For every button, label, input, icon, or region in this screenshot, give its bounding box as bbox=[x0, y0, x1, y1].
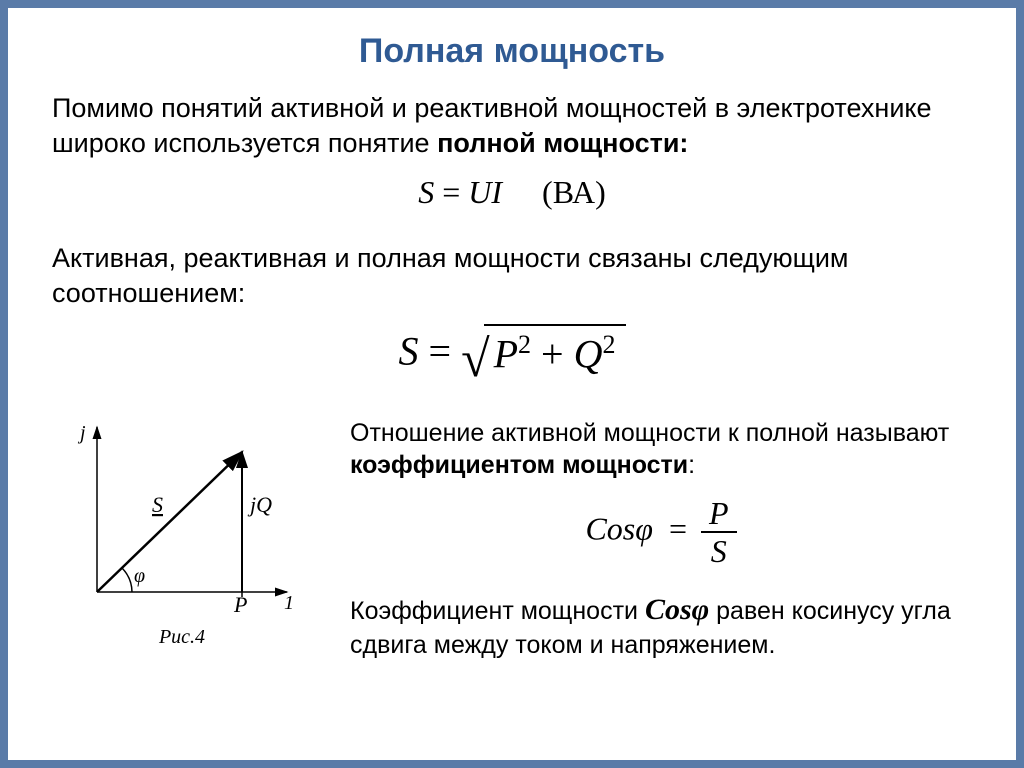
jq-label: jQ bbox=[247, 492, 272, 517]
p-label: P bbox=[233, 592, 247, 617]
f3-eq: = bbox=[669, 510, 687, 546]
lower-row: j 1 S jQ P φ Рис.4 Отношение активной мо… bbox=[52, 417, 972, 671]
phi-text: φ bbox=[635, 510, 653, 546]
sqrt-symbol: √P2 + Q2 bbox=[461, 324, 625, 386]
intro-paragraph: Помимо понятий активной и реактивной мощ… bbox=[52, 91, 972, 160]
final-prefix: Коэффициент мощности bbox=[350, 597, 645, 625]
relation-paragraph: Активная, реактивная и полная мощности с… bbox=[52, 241, 972, 310]
cos-text: Cos bbox=[585, 510, 635, 546]
intro-bold: полной мощности: bbox=[437, 128, 688, 158]
f1-rhs: UI bbox=[468, 174, 502, 210]
formula-s-ui: S = UI (ВА) bbox=[52, 174, 972, 211]
power-triangle-diagram: j 1 S jQ P φ Рис.4 bbox=[52, 417, 312, 649]
fraction: P S bbox=[701, 497, 737, 567]
final-phi: φ bbox=[692, 593, 710, 626]
ratio-suffix: : bbox=[688, 451, 695, 479]
f2-eq: = bbox=[429, 329, 452, 374]
axis-1-label: 1 bbox=[284, 592, 294, 614]
formula-cosphi: Cosφ = P S bbox=[350, 497, 972, 567]
final-cos: Cos bbox=[645, 593, 692, 626]
f1-eq: = bbox=[442, 174, 460, 210]
f1-unit: (ВА) bbox=[542, 174, 606, 210]
frac-den: S bbox=[701, 533, 737, 567]
radicand: P2 + Q2 bbox=[484, 324, 626, 377]
rad-q-sup: 2 bbox=[603, 330, 616, 359]
axis-j-label: j bbox=[77, 422, 86, 444]
slide-frame: Полная мощность Помимо понятий активной … bbox=[0, 0, 1024, 768]
rad-p-sup: 2 bbox=[518, 330, 531, 359]
diagram-caption: Рис.4 bbox=[52, 626, 312, 649]
formula-s-sqrt: S = √P2 + Q2 bbox=[52, 324, 972, 386]
right-column: Отношение активной мощности к полной наз… bbox=[350, 417, 972, 671]
final-paragraph: Коэффициент мощности Cosφ равен косинусу… bbox=[350, 591, 972, 661]
rad-p: P bbox=[494, 332, 518, 377]
triangle-svg: j 1 S jQ P φ bbox=[62, 417, 302, 617]
rad-q: Q bbox=[574, 332, 603, 377]
f1-lhs: S bbox=[418, 174, 434, 210]
final-cosphi: Cosφ bbox=[645, 593, 709, 626]
ratio-prefix: Отношение активной мощности к полной наз… bbox=[350, 419, 949, 447]
slide-title: Полная мощность bbox=[52, 32, 972, 71]
phi-label: φ bbox=[134, 565, 145, 587]
ratio-bold: коэффициентом мощности bbox=[350, 451, 688, 479]
s-label: S bbox=[152, 492, 163, 517]
f2-lhs: S bbox=[399, 329, 419, 374]
ratio-paragraph: Отношение активной мощности к полной наз… bbox=[350, 417, 972, 481]
frac-num: P bbox=[701, 497, 737, 533]
surd-glyph: √ bbox=[461, 330, 490, 389]
rad-plus: + bbox=[541, 332, 564, 377]
